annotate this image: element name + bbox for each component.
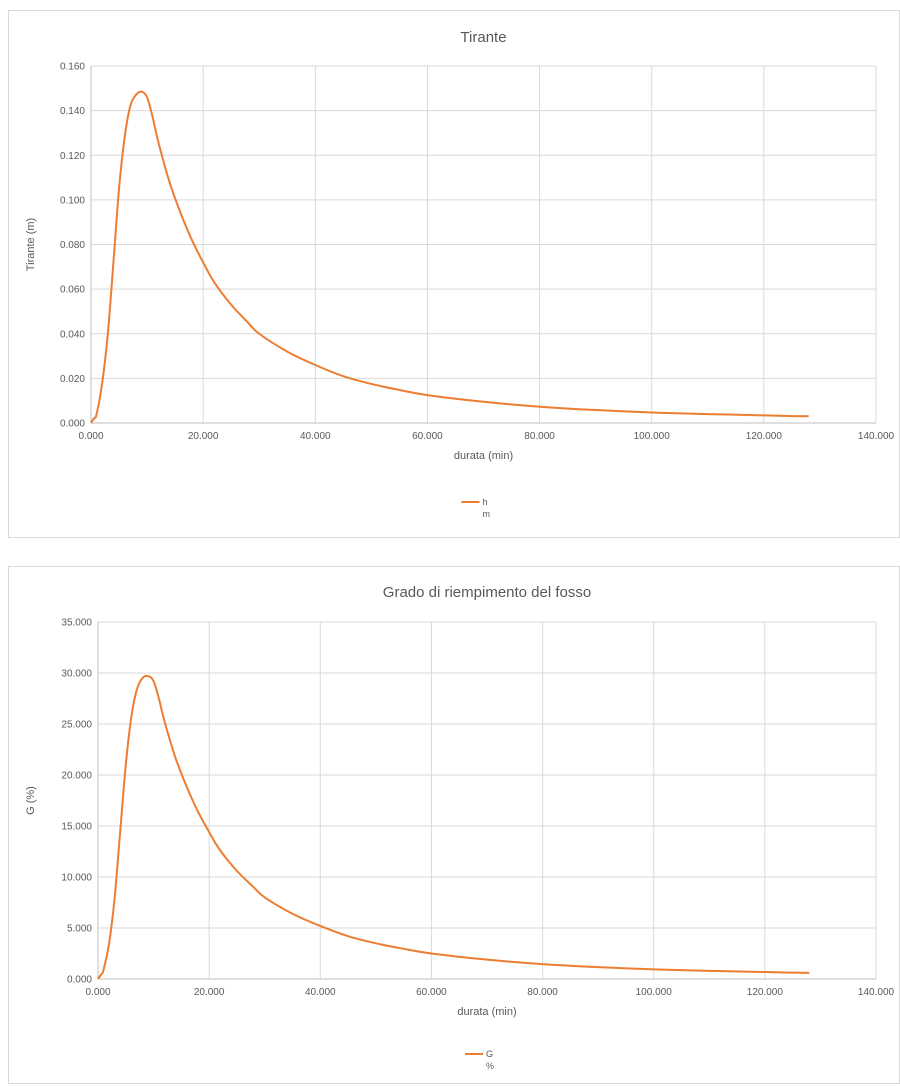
chart-title: Grado di riempimento del fosso: [383, 584, 591, 601]
x-tick-label: 100.000: [634, 431, 671, 442]
y-tick-label: 0.000: [67, 975, 92, 986]
y-axis-label: Tirante (m): [25, 218, 37, 271]
chart-grado-riempimento: Grado di riempimento del fosso 0.000 5.000…: [8, 566, 900, 1084]
y-tick-label: 20.000: [61, 771, 92, 782]
y-tick-label: 0.120: [60, 151, 85, 162]
y-axis-label: G (%): [25, 786, 37, 815]
x-axis-label: durata (min): [454, 450, 513, 462]
legend-label: G: [486, 1049, 493, 1059]
y-tick-label: 35.000: [61, 618, 92, 629]
y-tick-label: 0.000: [60, 419, 85, 430]
x-tick-label: 40.000: [305, 987, 336, 998]
chart-grado-riempimento-svg: Grado di riempimento del fosso 0.000 5.000…: [25, 584, 895, 1071]
x-tick-label: 80.000: [524, 431, 555, 442]
y-tick-label: 0.080: [60, 240, 85, 251]
chart-tirante: Tirante 0.000 0.020 0.040 0.060 0.080 0.100 0.1…: [8, 10, 900, 538]
x-tick-label: 120.000: [746, 431, 783, 442]
x-tick-label: 60.000: [412, 431, 443, 442]
x-tick-label: 80.000: [527, 987, 558, 998]
x-tick-label: 120.000: [747, 987, 784, 998]
y-tick-label: 5.000: [67, 924, 92, 935]
legend-unit: m: [483, 509, 491, 519]
chart-title: Tirante: [460, 29, 506, 46]
x-tick-label: 40.000: [300, 431, 331, 442]
y-tick-label: 0.140: [60, 106, 85, 117]
series-line-h: [90, 90, 809, 424]
x-tick-label: 20.000: [188, 431, 219, 442]
x-tick-label: 20.000: [194, 987, 225, 998]
series-line-G: [97, 674, 810, 980]
x-tick-label: 140.000: [858, 431, 895, 442]
y-tick-label: 10.000: [61, 873, 92, 884]
legend-unit: %: [486, 1061, 494, 1071]
y-tick-label: 0.100: [60, 195, 85, 206]
y-tick-label: 25.000: [61, 720, 92, 731]
y-tick-label: 0.060: [60, 285, 85, 296]
legend-label: h: [483, 497, 488, 507]
y-tick-label: 0.020: [60, 374, 85, 385]
y-tick-label: 30.000: [61, 669, 92, 680]
x-tick-label: 0.000: [85, 987, 110, 998]
y-tick-label: 0.040: [60, 329, 85, 340]
y-tick-label: 0.160: [60, 62, 85, 73]
x-tick-label: 0.000: [78, 431, 103, 442]
x-axis-label: durata (min): [457, 1006, 516, 1018]
chart-tirante-svg: Tirante 0.000 0.020 0.040 0.060 0.080 0.100 0.1…: [25, 29, 895, 519]
y-tick-label: 15.000: [61, 822, 92, 833]
x-tick-label: 100.000: [636, 987, 673, 998]
x-tick-label: 140.000: [858, 987, 895, 998]
x-tick-label: 60.000: [416, 987, 447, 998]
